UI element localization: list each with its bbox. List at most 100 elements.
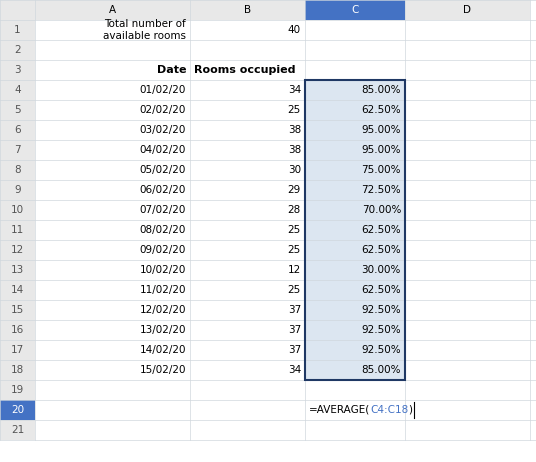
Text: 75.00%: 75.00% [361,165,401,175]
Text: 85.00%: 85.00% [361,85,401,95]
Text: 95.00%: 95.00% [361,125,401,135]
Text: 16: 16 [11,325,24,335]
Text: 29: 29 [288,185,301,195]
Bar [305,200,405,220]
Bar [0,200,35,220]
Text: 11: 11 [11,225,24,235]
Text: 37: 37 [288,305,301,315]
Text: 20: 20 [11,405,24,415]
Bar [305,80,405,380]
Text: 18: 18 [11,365,24,375]
Text: 13/02/20: 13/02/20 [139,325,186,335]
Text: 07/02/20: 07/02/20 [139,205,186,215]
Bar [190,0,305,20]
Text: 7: 7 [14,145,21,155]
Bar [305,80,405,100]
Text: D: D [464,5,472,15]
Text: 34: 34 [288,365,301,375]
Bar [0,40,35,60]
Text: 8: 8 [14,165,21,175]
Text: 70.00%: 70.00% [362,205,401,215]
Text: 09/02/20: 09/02/20 [139,245,186,255]
Bar [0,80,35,100]
Text: 10/02/20: 10/02/20 [139,265,186,275]
Text: 5: 5 [14,105,21,115]
Bar [305,100,405,120]
Text: 13: 13 [11,265,24,275]
Text: 08/02/20: 08/02/20 [139,225,186,235]
Text: 38: 38 [288,125,301,135]
Text: 30.00%: 30.00% [362,265,401,275]
Text: C4:C18: C4:C18 [370,405,408,415]
Text: 25: 25 [288,285,301,295]
Text: 92.50%: 92.50% [361,345,401,355]
Text: 01/02/20: 01/02/20 [139,85,186,95]
Bar [305,280,405,300]
Text: 4: 4 [14,85,21,95]
Text: 21: 21 [11,425,24,435]
Text: 62.50%: 62.50% [361,285,401,295]
Bar [0,340,35,360]
Text: 37: 37 [288,345,301,355]
Bar [0,220,35,240]
Text: 10: 10 [11,205,24,215]
Text: 25: 25 [288,225,301,235]
Text: 11/02/20: 11/02/20 [139,285,186,295]
Text: 25: 25 [288,105,301,115]
Text: 85.00%: 85.00% [361,365,401,375]
Text: 92.50%: 92.50% [361,325,401,335]
Text: 12/02/20: 12/02/20 [139,305,186,315]
Bar [305,220,405,240]
Bar [305,120,405,140]
Text: 03/02/20: 03/02/20 [139,125,186,135]
Bar [0,380,35,400]
Text: 04/02/20: 04/02/20 [139,145,186,155]
Text: 62.50%: 62.50% [361,245,401,255]
Text: 2: 2 [14,45,21,55]
Bar [0,400,35,420]
Bar [0,120,35,140]
Bar [0,360,35,380]
Bar [0,280,35,300]
Bar [305,360,405,380]
Text: 95.00%: 95.00% [361,145,401,155]
Text: =AVERAGE(: =AVERAGE( [309,405,370,415]
Bar [0,60,35,80]
Text: 62.50%: 62.50% [361,105,401,115]
Bar [0,240,35,260]
Text: 12: 12 [288,265,301,275]
Text: 9: 9 [14,185,21,195]
Text: 06/02/20: 06/02/20 [139,185,186,195]
Text: 3: 3 [14,65,21,75]
Bar [305,180,405,200]
Bar [305,340,405,360]
Bar [305,0,405,20]
Text: 1: 1 [14,25,21,35]
Text: C: C [351,5,359,15]
Text: 40: 40 [288,25,301,35]
Bar [0,20,35,40]
Text: A: A [109,5,116,15]
Bar [0,100,35,120]
Text: 38: 38 [288,145,301,155]
Bar [305,160,405,180]
Text: 17: 17 [11,345,24,355]
Bar [35,0,190,20]
Text: Rooms occupied: Rooms occupied [194,65,295,75]
Bar [305,260,405,280]
Bar [305,240,405,260]
Bar [0,260,35,280]
Text: 30: 30 [288,165,301,175]
Text: 37: 37 [288,325,301,335]
Bar [0,160,35,180]
Text: B: B [244,5,251,15]
Text: 14/02/20: 14/02/20 [139,345,186,355]
Bar [0,300,35,320]
Text: 92.50%: 92.50% [361,305,401,315]
Text: 14: 14 [11,285,24,295]
Text: 34: 34 [288,85,301,95]
Bar [405,0,530,20]
Text: 02/02/20: 02/02/20 [139,105,186,115]
Text: 72.50%: 72.50% [361,185,401,195]
Text: 19: 19 [11,385,24,395]
